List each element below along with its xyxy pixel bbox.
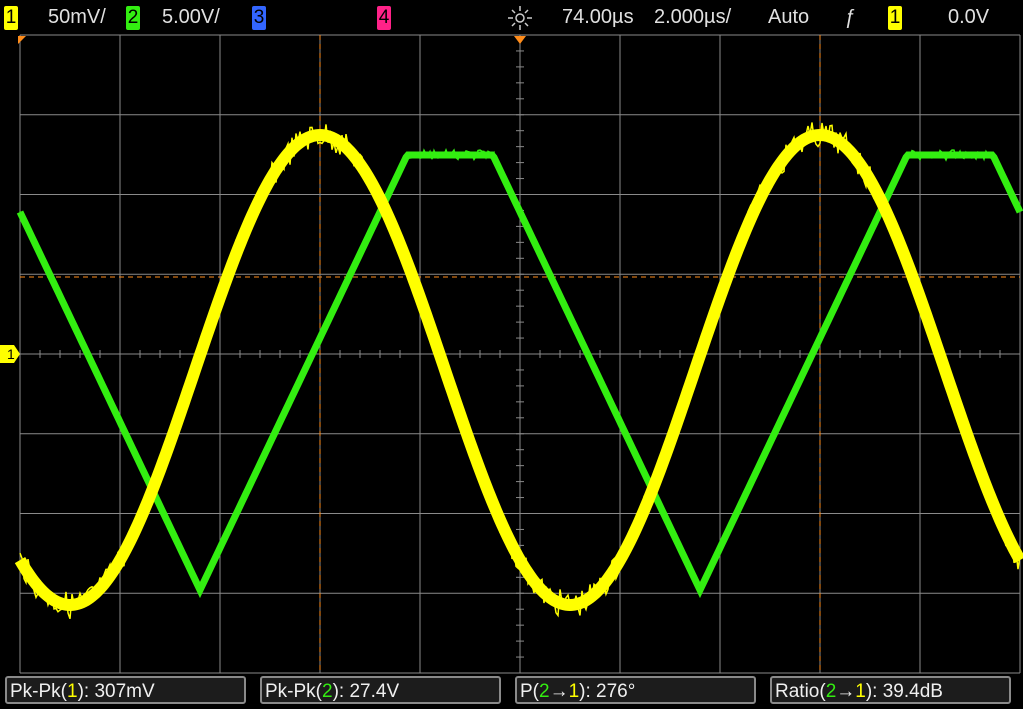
trigger-edge: ƒ	[844, 6, 856, 28]
measurement[interactable]: P(2→1): 276°	[515, 676, 756, 704]
graticule	[19, 34, 1021, 674]
ch1-ground-marker	[0, 345, 20, 363]
source: 2	[825, 681, 837, 702]
value: ): 307mV	[77, 681, 155, 702]
target: 1	[855, 681, 866, 702]
label: Pk-Pk(	[265, 681, 322, 702]
ch2-trace-noise	[19, 148, 1021, 597]
ch1-trace-noise	[19, 122, 1021, 620]
corner-marker	[18, 36, 26, 44]
measurement[interactable]: Pk-Pk(2): 27.4V	[260, 676, 501, 704]
ch3-badge[interactable]: 3	[252, 6, 266, 30]
trigger-position	[514, 36, 526, 44]
measurement[interactable]: Pk-Pk(1): 307mV	[5, 676, 246, 704]
value: ): 27.4V	[332, 681, 400, 702]
time-scale: 2.000µs/	[654, 6, 732, 28]
value: ): 276°	[579, 681, 636, 702]
source: 2	[539, 681, 550, 702]
ch1-trace	[14, 128, 1023, 612]
source: 2	[322, 681, 333, 702]
time-delay: 74.00µs	[562, 6, 634, 28]
arrow: →	[549, 681, 569, 702]
trigger-level-text: 0.0V	[948, 6, 990, 28]
trigger-mode: Auto	[768, 6, 810, 28]
measurement[interactable]: Ratio(2→1): 39.4dB	[770, 676, 1011, 704]
value: ): 39.4dB	[865, 681, 943, 702]
ch1-scale: 50mV/	[48, 6, 106, 28]
arrow: →	[836, 681, 856, 702]
ch2-badge[interactable]: 2	[126, 6, 140, 30]
target: 1	[568, 681, 580, 702]
label: Pk-Pk(	[10, 681, 67, 702]
ch4-badge[interactable]: 4	[377, 6, 391, 30]
source: 1	[67, 681, 78, 702]
ch2-scale: 5.00V/	[162, 6, 220, 28]
label: P(	[520, 681, 539, 702]
ch1-badge[interactable]: 1	[4, 6, 18, 30]
label: Ratio(	[775, 681, 826, 702]
ch1-ground-label: 1	[7, 346, 15, 362]
trigger-source[interactable]: 1	[888, 6, 902, 30]
